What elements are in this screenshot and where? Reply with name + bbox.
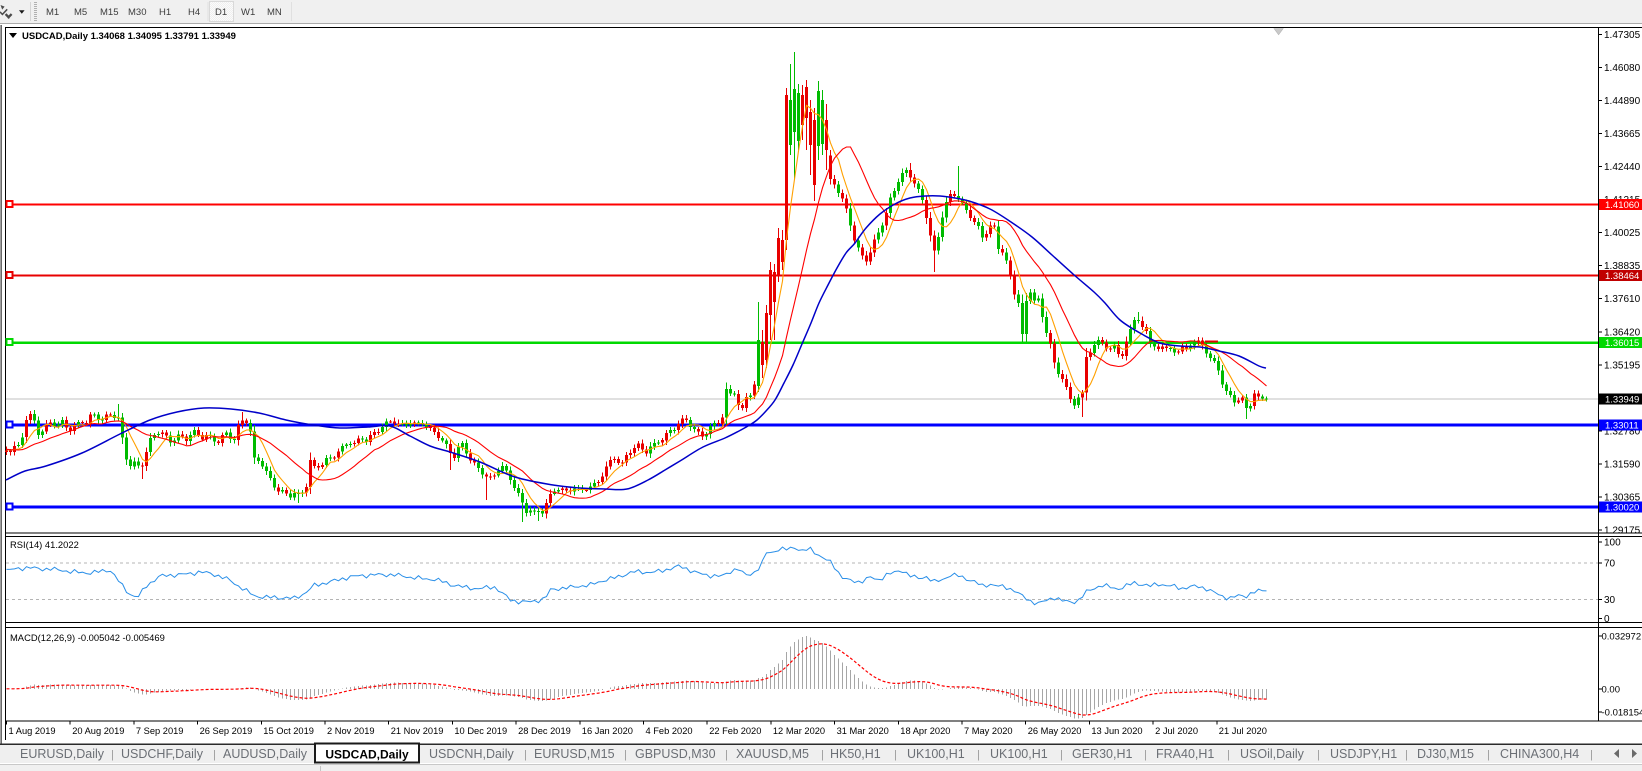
svg-text:|: | — [1227, 749, 1230, 761]
svg-text:|: | — [213, 749, 216, 761]
svg-text:16 Jan 2020: 16 Jan 2020 — [582, 726, 633, 736]
svg-text:7 May 2020: 7 May 2020 — [964, 726, 1013, 736]
svg-text:70: 70 — [1604, 559, 1616, 570]
svg-text:W1: W1 — [241, 7, 255, 18]
svg-text:1.36015: 1.36015 — [1605, 338, 1639, 349]
svg-text:1.31590: 1.31590 — [1604, 459, 1641, 470]
svg-text:GBPUSD,M30: GBPUSD,M30 — [635, 747, 716, 761]
svg-text:21 Nov 2019: 21 Nov 2019 — [391, 726, 444, 736]
svg-text:UK100,H1: UK100,H1 — [907, 747, 965, 761]
svg-text:1.42440: 1.42440 — [1604, 162, 1641, 173]
svg-text:1.33011: 1.33011 — [1605, 421, 1639, 432]
svg-text:|: | — [1317, 749, 1320, 761]
svg-text:1.38464: 1.38464 — [1605, 271, 1639, 282]
svg-text:10 Dec 2019: 10 Dec 2019 — [454, 726, 507, 736]
svg-text:|: | — [977, 749, 980, 761]
svg-text:1.30020: 1.30020 — [1605, 503, 1639, 514]
svg-text:0: 0 — [1604, 614, 1610, 625]
svg-text:28 Dec 2019: 28 Dec 2019 — [518, 726, 571, 736]
svg-text:USDCHF,Daily: USDCHF,Daily — [121, 747, 204, 761]
svg-text:CHINA300,H4: CHINA300,H4 — [1500, 747, 1579, 761]
svg-text:M1: M1 — [46, 7, 59, 18]
svg-text:|: | — [1144, 749, 1147, 761]
svg-text:USDCAD,Daily 1.34068 1.34095: USDCAD,Daily 1.34068 1.34095 1.33791 1.3… — [22, 31, 236, 42]
svg-text:1.47305: 1.47305 — [1604, 30, 1641, 41]
svg-text:1.33949: 1.33949 — [1605, 395, 1639, 406]
svg-text:|: | — [524, 749, 527, 761]
svg-text:FRA40,H1: FRA40,H1 — [1156, 747, 1214, 761]
svg-text:1.37610: 1.37610 — [1604, 294, 1641, 305]
svg-text:1.36420: 1.36420 — [1604, 327, 1641, 338]
svg-text:GER30,H1: GER30,H1 — [1072, 747, 1132, 761]
svg-text:MN: MN — [267, 7, 282, 18]
svg-text:|: | — [821, 749, 824, 761]
svg-text:7 Sep 2019: 7 Sep 2019 — [136, 726, 184, 736]
svg-text:USDCAD,Daily: USDCAD,Daily — [325, 748, 409, 762]
svg-text:MACD(12,26,9) -0.005042 -0.005: MACD(12,26,9) -0.005042 -0.005469 — [10, 632, 165, 643]
svg-text:|: | — [725, 749, 728, 761]
svg-text:|: | — [111, 749, 114, 761]
svg-text:|: | — [1487, 749, 1490, 761]
svg-text:1.41060: 1.41060 — [1605, 200, 1639, 211]
svg-text:15 Oct 2019: 15 Oct 2019 — [263, 726, 314, 736]
svg-text:M15: M15 — [100, 7, 118, 18]
svg-text:1.44890: 1.44890 — [1604, 96, 1641, 107]
svg-text:DJ30,M15: DJ30,M15 — [1417, 747, 1474, 761]
svg-text:1.38835: 1.38835 — [1604, 261, 1641, 272]
svg-text:1.30365: 1.30365 — [1604, 492, 1641, 503]
svg-text:20 Aug 2019: 20 Aug 2019 — [72, 726, 124, 736]
svg-text:1 Aug 2019: 1 Aug 2019 — [9, 726, 56, 736]
svg-text:H4: H4 — [188, 7, 200, 18]
svg-text:4 Feb 2020: 4 Feb 2020 — [646, 726, 693, 736]
svg-text:|: | — [1590, 749, 1593, 761]
svg-text:D1: D1 — [215, 7, 227, 18]
svg-text:1.32780: 1.32780 — [1604, 426, 1641, 437]
svg-text:|: | — [1060, 749, 1063, 761]
svg-text:USDJPY,H1: USDJPY,H1 — [1330, 747, 1397, 761]
svg-text:USOil,Daily: USOil,Daily — [1240, 747, 1305, 761]
svg-text:|: | — [624, 749, 627, 761]
svg-text:EURUSD,Daily: EURUSD,Daily — [20, 747, 105, 761]
svg-text:1.29175: 1.29175 — [1604, 525, 1641, 536]
svg-text:UK100,H1: UK100,H1 — [990, 747, 1048, 761]
svg-text:XAUUSD,M5: XAUUSD,M5 — [736, 747, 809, 761]
svg-text:13 Jun 2020: 13 Jun 2020 — [1091, 726, 1142, 736]
svg-text:RSI(14) 41.2022: RSI(14) 41.2022 — [10, 539, 79, 550]
svg-text:M5: M5 — [74, 7, 87, 18]
svg-text:18 Apr 2020: 18 Apr 2020 — [900, 726, 950, 736]
svg-text:-0.018154: -0.018154 — [1602, 708, 1642, 719]
svg-text:AUDUSD,Daily: AUDUSD,Daily — [223, 747, 308, 761]
svg-text:|: | — [1405, 749, 1408, 761]
svg-text:26 May 2020: 26 May 2020 — [1028, 726, 1082, 736]
svg-text:21 Jul 2020: 21 Jul 2020 — [1219, 726, 1267, 736]
svg-text:30: 30 — [1604, 595, 1616, 606]
svg-text:0.00: 0.00 — [1602, 685, 1621, 696]
svg-text:26 Sep 2019: 26 Sep 2019 — [200, 726, 253, 736]
svg-text:2 Jul 2020: 2 Jul 2020 — [1155, 726, 1198, 736]
svg-text:HK50,H1: HK50,H1 — [830, 747, 881, 761]
svg-text:1.35195: 1.35195 — [1604, 360, 1641, 371]
svg-text:H1: H1 — [159, 7, 171, 18]
svg-text:22 Feb 2020: 22 Feb 2020 — [709, 726, 761, 736]
svg-text:1.40025: 1.40025 — [1604, 228, 1641, 239]
svg-text:USDCNH,Daily: USDCNH,Daily — [429, 747, 514, 761]
svg-text:100: 100 — [1604, 538, 1621, 549]
svg-text:|: | — [894, 749, 897, 761]
svg-text:1.46080: 1.46080 — [1604, 63, 1641, 74]
svg-text:12 Mar 2020: 12 Mar 2020 — [773, 726, 825, 736]
svg-text:31 Mar 2020: 31 Mar 2020 — [837, 726, 889, 736]
svg-text:0.032972: 0.032972 — [1602, 632, 1642, 643]
svg-text:EURUSD,M15: EURUSD,M15 — [534, 747, 615, 761]
svg-text:M30: M30 — [128, 7, 146, 18]
svg-text:2 Nov 2019: 2 Nov 2019 — [327, 726, 375, 736]
svg-text:1.43665: 1.43665 — [1604, 129, 1641, 140]
